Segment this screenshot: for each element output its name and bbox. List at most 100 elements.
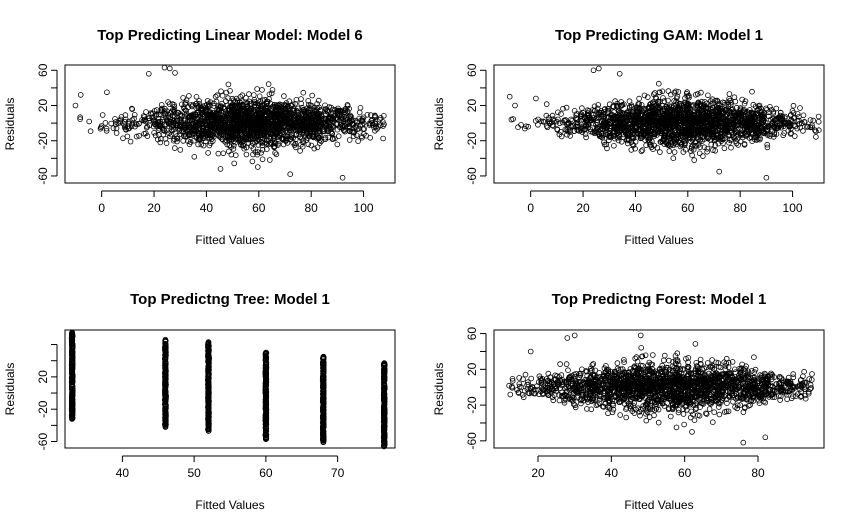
data-point [238,98,245,104]
data-point [239,92,246,98]
data-point [231,138,237,145]
y-axis-label: Residuals [432,98,446,151]
data-point [136,133,142,139]
data-point [202,131,209,137]
data-point [324,126,331,133]
data-point [716,168,722,175]
data-point [268,122,275,128]
data-point [110,125,117,131]
data-point [229,104,235,110]
data-point [300,129,307,135]
data-point [185,124,192,131]
data-point [305,102,312,108]
data-point [371,124,377,131]
data-point [579,105,585,111]
data-point [290,134,297,141]
data-point [212,115,219,122]
data-point [193,101,199,107]
data-point [372,128,378,134]
data-point [157,139,164,146]
data-point [186,141,193,147]
plot-frame [64,64,396,184]
data-point [77,114,83,120]
data-point [245,140,252,146]
data-point [308,142,315,149]
data-point [300,89,307,96]
data-point [700,153,706,159]
data-point [146,71,152,77]
data-point [292,140,299,147]
data-point [322,135,329,141]
data-point [207,122,213,128]
data-point [164,127,170,134]
data-point [815,113,822,120]
data-point [169,101,176,107]
data-point [182,107,189,113]
data-point [211,100,217,107]
data-point [360,120,367,126]
data-point [329,130,335,137]
data-point [339,125,346,131]
data-point [291,115,297,121]
data-point [346,114,352,120]
data-point [271,112,278,119]
data-point [251,110,258,116]
data-point [180,95,186,101]
data-point [256,93,263,100]
y-tick-label: 20 [465,99,479,113]
data-point [181,117,187,124]
data-point [243,144,250,151]
data-point [299,143,306,150]
data-point [353,132,360,139]
data-point [284,140,291,146]
data-point [223,133,229,140]
data-point [218,126,224,132]
data-point [230,103,236,109]
data-point [334,141,341,148]
data-point [297,134,304,140]
data-point [172,145,178,151]
data-point [293,107,300,114]
data-point [342,106,349,112]
data-point [213,119,220,126]
data-point [293,97,300,103]
chart-panel-2: Top Predicting GAM: Model 10 20 40 60 80 100F… [432,27,825,247]
data-point [151,130,157,136]
data-point [205,150,211,156]
data-point [267,130,273,136]
data-point [177,147,184,153]
chart-title: Top Predicting Linear Model: Model 6 [97,27,363,44]
data-point [197,136,203,142]
data-point [797,105,803,111]
data-point [618,139,625,145]
data-point [176,123,183,130]
data-point [506,93,513,100]
data-point [209,128,216,134]
data-point [273,151,280,158]
data-point [233,129,239,136]
data-point [174,135,181,142]
data-point [281,117,288,124]
data-point [777,109,784,116]
data-point [691,157,697,163]
data-point [283,108,290,115]
data-point [146,115,153,122]
data-point [726,91,733,97]
data-point [124,133,131,140]
data-point [199,107,206,113]
data-point [233,152,239,159]
data-point [248,125,254,132]
data-point [272,150,278,156]
data-point [259,142,266,149]
data-point [325,134,332,141]
data-point [158,102,165,108]
data-point [179,101,185,108]
data-point [216,110,222,116]
data-point [225,95,231,101]
data-point [314,144,321,151]
data-point [228,125,234,132]
data-point [360,126,366,132]
y-tick-label: -20 [465,132,479,150]
